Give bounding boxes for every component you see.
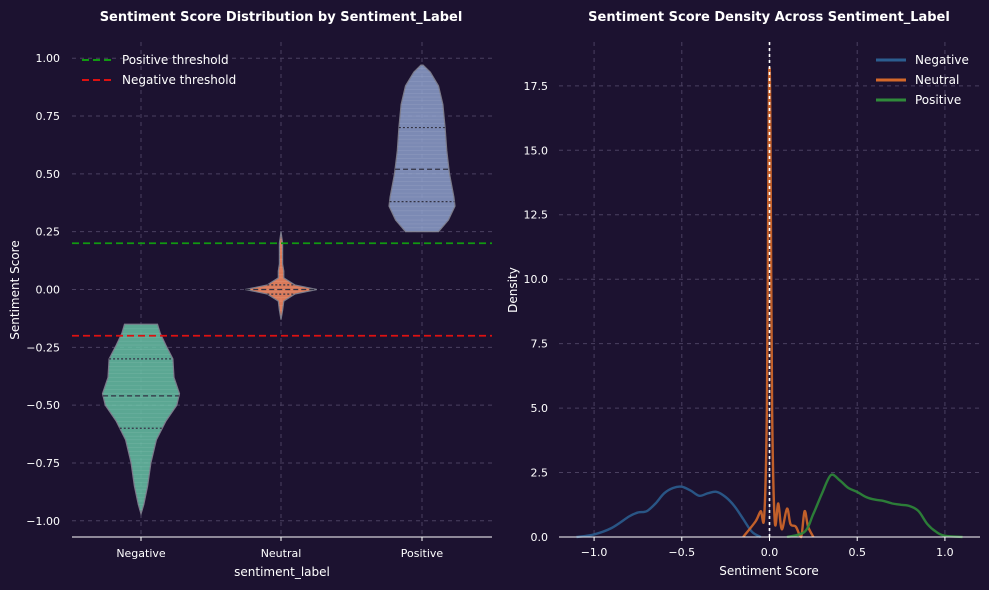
violin-negative (101, 323, 181, 517)
y-tick-label: 12.5 (524, 209, 549, 222)
legend-positive-label: Positive (915, 93, 961, 107)
violin-chart: Sentiment Score Distribution by Sentimen… (8, 10, 492, 579)
y-tick-label: 7.5 (531, 338, 549, 351)
violin-chart-y-ticks: 1.00 0.75 0.50 0.25 0.00 −0.25 −0.50 −0.75 −1.00 (26, 52, 60, 528)
y-tick-label: −0.50 (26, 399, 60, 412)
legend-negative-label: Negative (915, 53, 969, 67)
x-tick-label: Positive (401, 547, 444, 560)
density-line-neutral (742, 66, 815, 539)
x-tick-label: −1.0 (581, 546, 608, 559)
density-chart-legend: Negative Neutral Positive (876, 53, 969, 107)
y-tick-label: 5.0 (531, 402, 549, 415)
y-tick-label: 0.00 (36, 284, 61, 297)
y-tick-label: 0.25 (36, 226, 61, 239)
violin-chart-violins (101, 64, 456, 517)
density-chart-y-ticks: 0.0 2.5 5.0 7.5 10.0 12.5 15.0 17.5 (524, 80, 549, 544)
x-tick-label: −0.5 (668, 546, 695, 559)
y-tick-label: 15.0 (524, 144, 549, 157)
violin-chart-y-label: Sentiment Score (8, 240, 22, 339)
y-tick-label: −0.25 (26, 341, 60, 354)
violin-points-positive (389, 68, 455, 232)
y-tick-label: 2.5 (531, 467, 549, 480)
violin-positive (388, 64, 456, 233)
density-chart-y-label: Density (506, 267, 520, 313)
legend-neutral-label: Neutral (915, 73, 959, 87)
y-tick-label: 10.0 (524, 273, 549, 286)
violin-chart-title: Sentiment Score Distribution by Sentimen… (100, 10, 463, 25)
density-chart-title: Sentiment Score Density Across Sentiment… (588, 10, 950, 25)
x-tick-label: 0.0 (761, 546, 779, 559)
x-tick-label: 0.5 (848, 546, 866, 559)
density-chart-x-label: Sentiment Score (719, 564, 818, 578)
x-tick-label: Negative (116, 547, 166, 560)
violin-points-negative (102, 328, 180, 510)
violin-chart-legend: Positive threshold Negative threshold (82, 53, 236, 87)
legend-negative-threshold-label: Negative threshold (122, 73, 236, 87)
y-tick-label: 17.5 (524, 80, 549, 93)
violin-chart-x-label: sentiment_label (234, 565, 330, 579)
violin-neutral (245, 231, 317, 320)
density-line-positive (786, 473, 963, 539)
y-tick-label: −0.75 (26, 457, 60, 470)
violin-chart-x-ticks: Negative Neutral Positive (116, 537, 443, 560)
legend-positive-threshold-label: Positive threshold (122, 53, 229, 67)
y-tick-label: 0.75 (36, 110, 61, 123)
density-line-negative (576, 485, 762, 539)
density-chart: Sentiment Score Density Across Sentiment… (506, 10, 980, 578)
y-tick-label: 1.00 (36, 52, 61, 65)
y-tick-label: 0.0 (531, 531, 549, 544)
density-chart-lines (576, 66, 963, 539)
x-tick-label: 1.0 (936, 546, 954, 559)
y-tick-label: 0.50 (36, 168, 61, 181)
density-chart-x-ticks: −1.0 −0.5 0.0 0.5 1.0 (581, 537, 954, 559)
threshold-lines (72, 242, 492, 337)
y-tick-label: −1.00 (26, 515, 60, 528)
x-tick-label: Neutral (261, 547, 302, 560)
